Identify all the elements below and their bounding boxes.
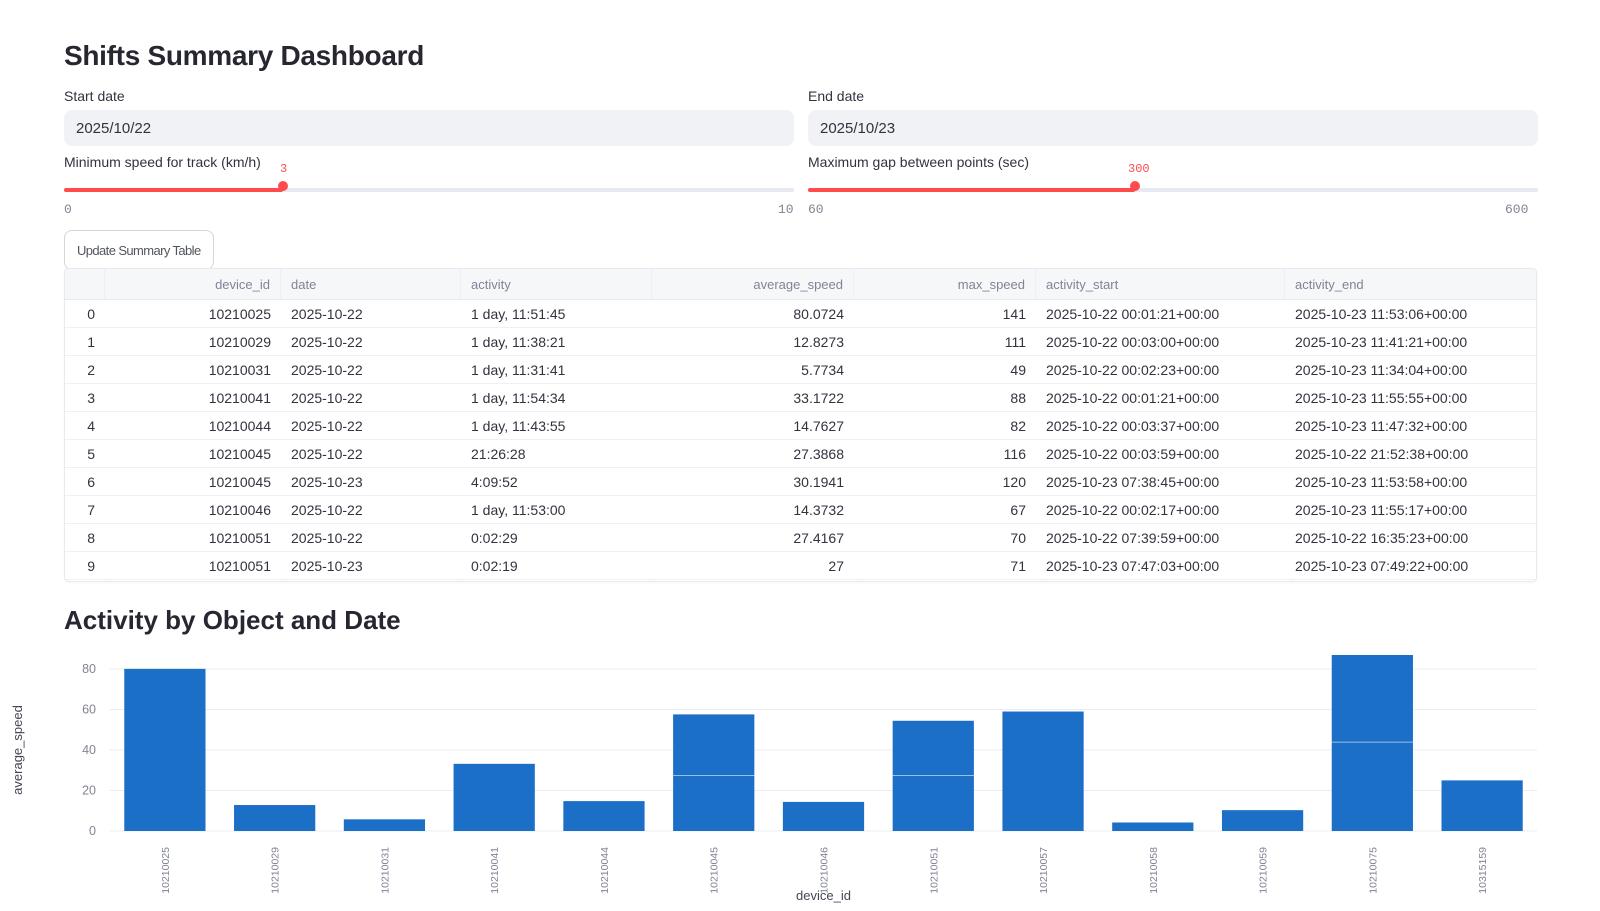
svg-text:10210045: 10210045 <box>709 847 721 894</box>
svg-text:10210058: 10210058 <box>1148 847 1160 894</box>
svg-text:0: 0 <box>89 824 96 838</box>
svg-text:10315159: 10315159 <box>1477 847 1489 894</box>
svg-text:40: 40 <box>82 743 96 757</box>
svg-text:device_id: device_id <box>796 888 851 903</box>
svg-text:average_speed: average_speed <box>10 705 25 795</box>
svg-text:10210044: 10210044 <box>599 847 611 894</box>
svg-text:60: 60 <box>82 703 96 717</box>
svg-text:10210046: 10210046 <box>819 847 831 894</box>
svg-text:80: 80 <box>82 662 96 676</box>
svg-text:10210025: 10210025 <box>160 847 172 894</box>
svg-text:10210057: 10210057 <box>1038 847 1050 894</box>
svg-text:10210075: 10210075 <box>1367 847 1379 894</box>
svg-text:10210059: 10210059 <box>1258 847 1270 894</box>
svg-text:10210029: 10210029 <box>270 847 282 894</box>
svg-text:20: 20 <box>82 784 96 798</box>
svg-text:10210041: 10210041 <box>489 847 501 894</box>
svg-text:10210031: 10210031 <box>379 847 391 894</box>
svg-text:10210051: 10210051 <box>928 847 940 894</box>
